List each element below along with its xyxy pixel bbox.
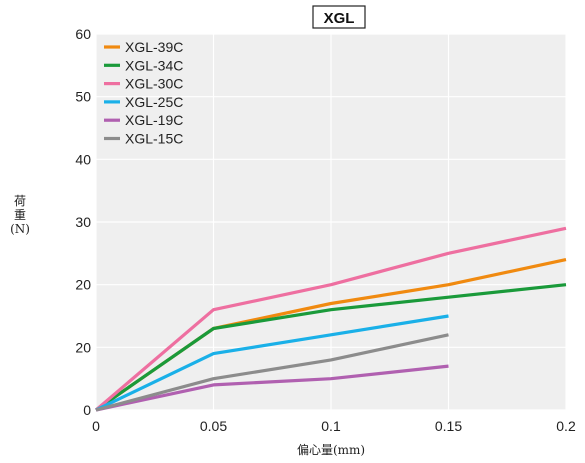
- series-line-xgl-34c: [95, 283, 567, 412]
- chart-title: XGL: [324, 10, 355, 27]
- y-tick-label: 40: [75, 151, 91, 167]
- series-line-xgl-15c: [95, 333, 449, 412]
- x-tick-label: 0.2: [556, 418, 576, 434]
- series-line-xgl-25c: [95, 314, 449, 412]
- legend-label-xgl-34c: XGL-34C: [125, 57, 183, 73]
- legend-label-xgl-15c: XGL-15C: [125, 131, 183, 147]
- legend-label-xgl-19c: XGL-19C: [125, 112, 183, 128]
- y-axis-label: 荷重(N): [10, 194, 30, 236]
- legend: XGL-39C XGL-34C XGL-30C XGL-25C XGL-19C XGL-1…: [104, 39, 183, 147]
- y-tick-label: 20: [75, 339, 91, 355]
- legend-label-xgl-25c: XGL-25C: [125, 94, 183, 110]
- series-layer: [94, 226, 567, 412]
- y-tick-label: 20: [75, 277, 91, 293]
- y-tick-label: 30: [75, 214, 91, 230]
- x-axis-label: 偏心量(mm): [297, 442, 365, 457]
- x-tick-label: 0.15: [435, 418, 462, 434]
- legend-label-xgl-39c: XGL-39C: [125, 39, 183, 55]
- y-tick-label: 60: [75, 26, 91, 42]
- series-line-xgl-30c: [94, 226, 567, 412]
- x-tick-label: 0.05: [200, 418, 227, 434]
- legend-label-xgl-30c: XGL-30C: [125, 76, 183, 92]
- x-tick-label: 0: [92, 418, 100, 434]
- chart-title-box: XGL: [312, 5, 366, 29]
- series-line-xgl-19c: [95, 364, 449, 412]
- y-tick-label: 0: [83, 402, 91, 418]
- grid-lines: [95, 33, 567, 411]
- x-tick-label: 0.1: [321, 418, 341, 434]
- x-axis-ticks: 0 0.05 0.1 0.15 0.2: [92, 418, 576, 434]
- y-tick-label: 50: [75, 89, 91, 105]
- y-axis-ticks: 0 20 20 30 40 50 60: [75, 26, 91, 418]
